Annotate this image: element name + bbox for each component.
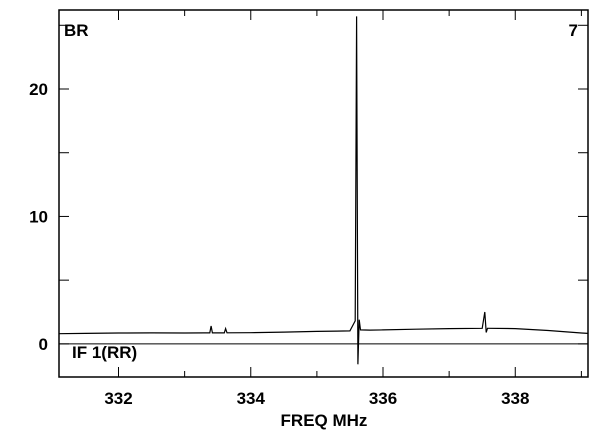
x-tick-labels: 332 334 336 338 [104,389,529,408]
x-tick-label: 336 [369,389,397,408]
annotation-bottom-left: IF 1(RR) [72,343,137,362]
x-axis-label: FREQ MHz [281,411,368,430]
x-tick-label: 332 [104,389,132,408]
y-tick-label: 0 [39,335,48,354]
annotation-top-right: 7 [569,21,578,40]
plot-frame [58,9,589,378]
x-tick-label: 334 [237,389,266,408]
x-tick-label: 338 [501,389,529,408]
y-tick-label: 10 [29,207,48,226]
axis-ticks [59,10,588,377]
y-tick-label: 20 [29,80,48,99]
y-tick-labels: 0 10 20 [29,80,48,354]
annotation-top-left: BR [64,21,89,40]
spectrum-series-line [58,16,589,365]
